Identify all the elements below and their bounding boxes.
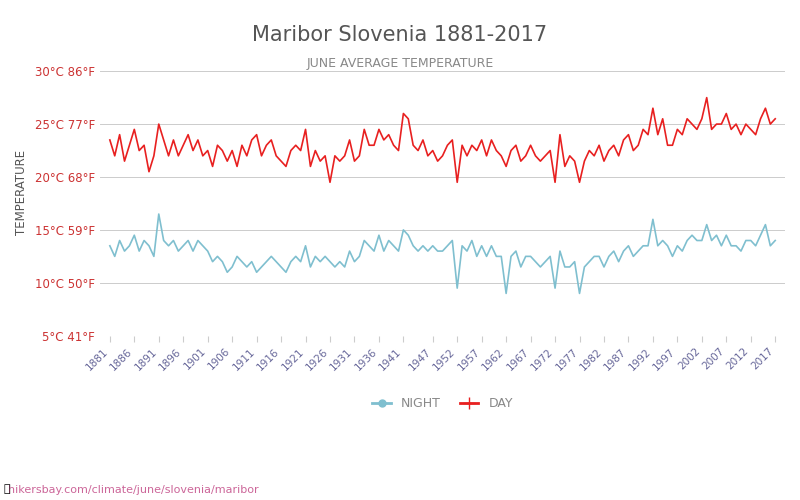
Text: Maribor Slovenia 1881-2017: Maribor Slovenia 1881-2017 — [253, 25, 547, 45]
Text: hikersbay.com/climate/june/slovenia/maribor: hikersbay.com/climate/june/slovenia/mari… — [8, 485, 258, 495]
Legend: NIGHT, DAY: NIGHT, DAY — [367, 392, 518, 415]
Y-axis label: TEMPERATURE: TEMPERATURE — [15, 150, 28, 236]
Text: JUNE AVERAGE TEMPERATURE: JUNE AVERAGE TEMPERATURE — [306, 58, 494, 70]
Text: 📍: 📍 — [4, 484, 10, 494]
